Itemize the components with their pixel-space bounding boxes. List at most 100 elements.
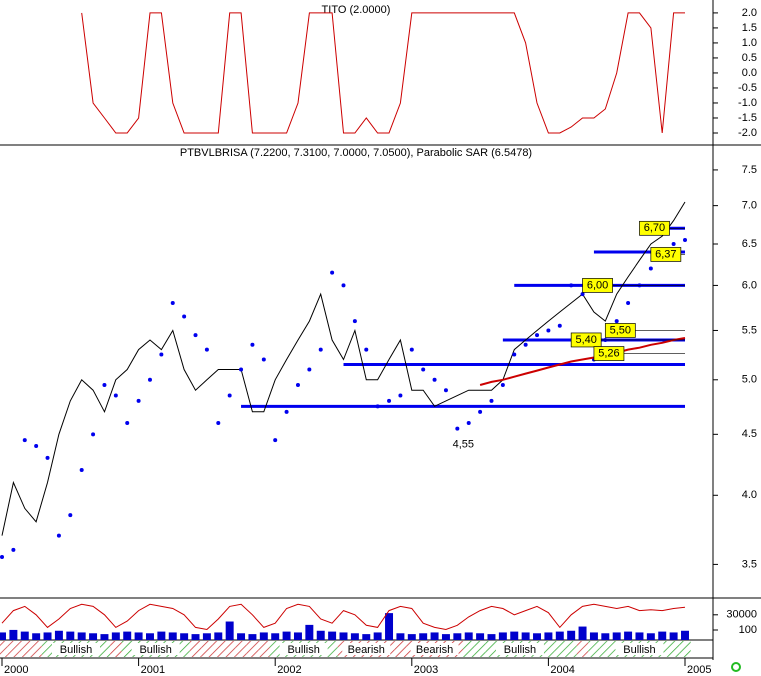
volume-bar <box>362 634 371 640</box>
sar-dot <box>387 398 392 403</box>
regime-cell <box>189 641 202 657</box>
sar-dot <box>500 382 505 387</box>
sar-dot <box>318 347 323 352</box>
volume-bar <box>430 632 439 640</box>
indicator-title: TITO (2.0000) <box>322 4 391 16</box>
volume-bar <box>89 633 98 640</box>
sar-dot <box>557 323 562 328</box>
sar-dot <box>421 367 426 372</box>
y-tick-label: 7.0 <box>742 200 757 212</box>
regime-label: Bullish <box>287 644 319 656</box>
sar-dot <box>409 347 414 352</box>
sar-dot <box>193 333 198 338</box>
volume-bar <box>248 634 257 640</box>
sar-dot <box>11 547 16 552</box>
y-tick-label: 1.0 <box>742 37 757 49</box>
y-tick-label: 6.5 <box>742 238 757 250</box>
regime-cell <box>246 641 259 657</box>
regime-cell <box>269 641 281 657</box>
regime-cell <box>201 641 213 657</box>
volume-bar <box>635 632 644 640</box>
annotation-box <box>639 220 670 236</box>
y-tick-label: 2.0 <box>742 7 757 19</box>
y-tick-label: -0.5 <box>738 82 757 94</box>
regime-cell <box>463 641 475 657</box>
volume-bar <box>373 632 382 640</box>
volume-bar <box>476 633 485 640</box>
y-tick-label: 7.5 <box>742 164 757 176</box>
y-tick-label: 1.5 <box>742 22 757 34</box>
volume-bar <box>111 632 120 640</box>
volume-bar <box>658 631 667 640</box>
regime-label: Bullish <box>139 644 171 656</box>
sar-dot <box>273 438 278 443</box>
volume-bar <box>350 633 359 640</box>
sar-dot <box>364 347 369 352</box>
sar-dot <box>216 420 221 425</box>
sar-dot <box>489 398 494 403</box>
annotation-box <box>570 332 602 348</box>
volume-bar <box>487 634 496 640</box>
sar-dot <box>352 319 357 324</box>
x-tick-label: 2005 <box>687 664 711 676</box>
y-tick-label: -1.5 <box>738 112 757 124</box>
sar-dot <box>295 382 300 387</box>
y-tick-label: 6.0 <box>742 279 757 291</box>
sar-dot <box>102 382 107 387</box>
sar-dot <box>478 409 483 414</box>
regime-cell <box>121 641 133 657</box>
regime-label: Bullish <box>60 644 92 656</box>
annotation-box <box>604 323 636 338</box>
sar-dot <box>307 367 312 372</box>
y-tick-label: 3.5 <box>742 558 757 570</box>
regime-cell <box>223 641 236 657</box>
y2-tick-label: 100 <box>739 624 757 636</box>
volume-bar <box>43 632 52 640</box>
annotation-box <box>593 346 625 361</box>
regime-label-bg <box>342 643 391 655</box>
regime-label: Bullish <box>623 644 655 656</box>
y-tick-label: 0.5 <box>742 52 757 64</box>
sar-dot <box>398 393 403 398</box>
volume-bar <box>180 633 189 640</box>
regime-cell <box>178 641 190 657</box>
regime-label-bg <box>495 643 544 655</box>
volume-bar <box>407 634 416 640</box>
sar-dot <box>91 432 96 437</box>
volume-bar <box>77 632 86 640</box>
volume-bar <box>271 633 280 640</box>
y-tick-label: 5.5 <box>742 324 757 336</box>
annotation-label: 5,50 <box>610 324 631 336</box>
volume-bar <box>316 630 325 640</box>
volume-bar <box>32 633 41 640</box>
sar-dot <box>569 283 574 288</box>
volume-bar <box>441 634 450 640</box>
sar-dot <box>284 409 289 414</box>
sar-dot <box>204 347 209 352</box>
sar-dot <box>671 241 676 246</box>
volume-bar <box>0 632 6 640</box>
regime-cell <box>394 641 407 657</box>
volume-bar <box>578 626 587 640</box>
sar-dot <box>159 352 164 357</box>
volume-bar <box>521 632 530 640</box>
sar-dot <box>34 443 39 448</box>
regime-cell <box>599 641 612 657</box>
sar-dot <box>147 377 152 382</box>
annotation-box <box>650 247 682 262</box>
volume-bar <box>612 632 621 640</box>
volume-bar <box>646 633 655 640</box>
sar-dot <box>443 388 448 393</box>
sar-dot <box>22 438 27 443</box>
sar-dot <box>261 357 266 362</box>
volume-bar <box>202 633 211 640</box>
regime-label-bg <box>279 643 328 655</box>
volume-bar <box>66 631 75 640</box>
volume-bar <box>134 632 143 640</box>
volume-bar <box>100 634 109 640</box>
sar-dot <box>432 377 437 382</box>
sar-dot <box>466 420 471 425</box>
annotation-label: 6,70 <box>644 222 665 234</box>
sar-dot <box>56 533 61 538</box>
